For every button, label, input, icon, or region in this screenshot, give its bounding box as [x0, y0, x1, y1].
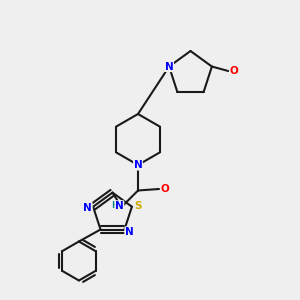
Text: S: S	[134, 201, 142, 211]
Text: N: N	[83, 202, 92, 213]
Text: N: N	[165, 61, 173, 71]
Text: N: N	[134, 160, 142, 170]
Text: N: N	[125, 227, 134, 237]
Text: N: N	[115, 201, 124, 211]
Text: H: H	[111, 201, 119, 210]
Text: O: O	[160, 184, 169, 194]
Text: O: O	[230, 66, 238, 76]
